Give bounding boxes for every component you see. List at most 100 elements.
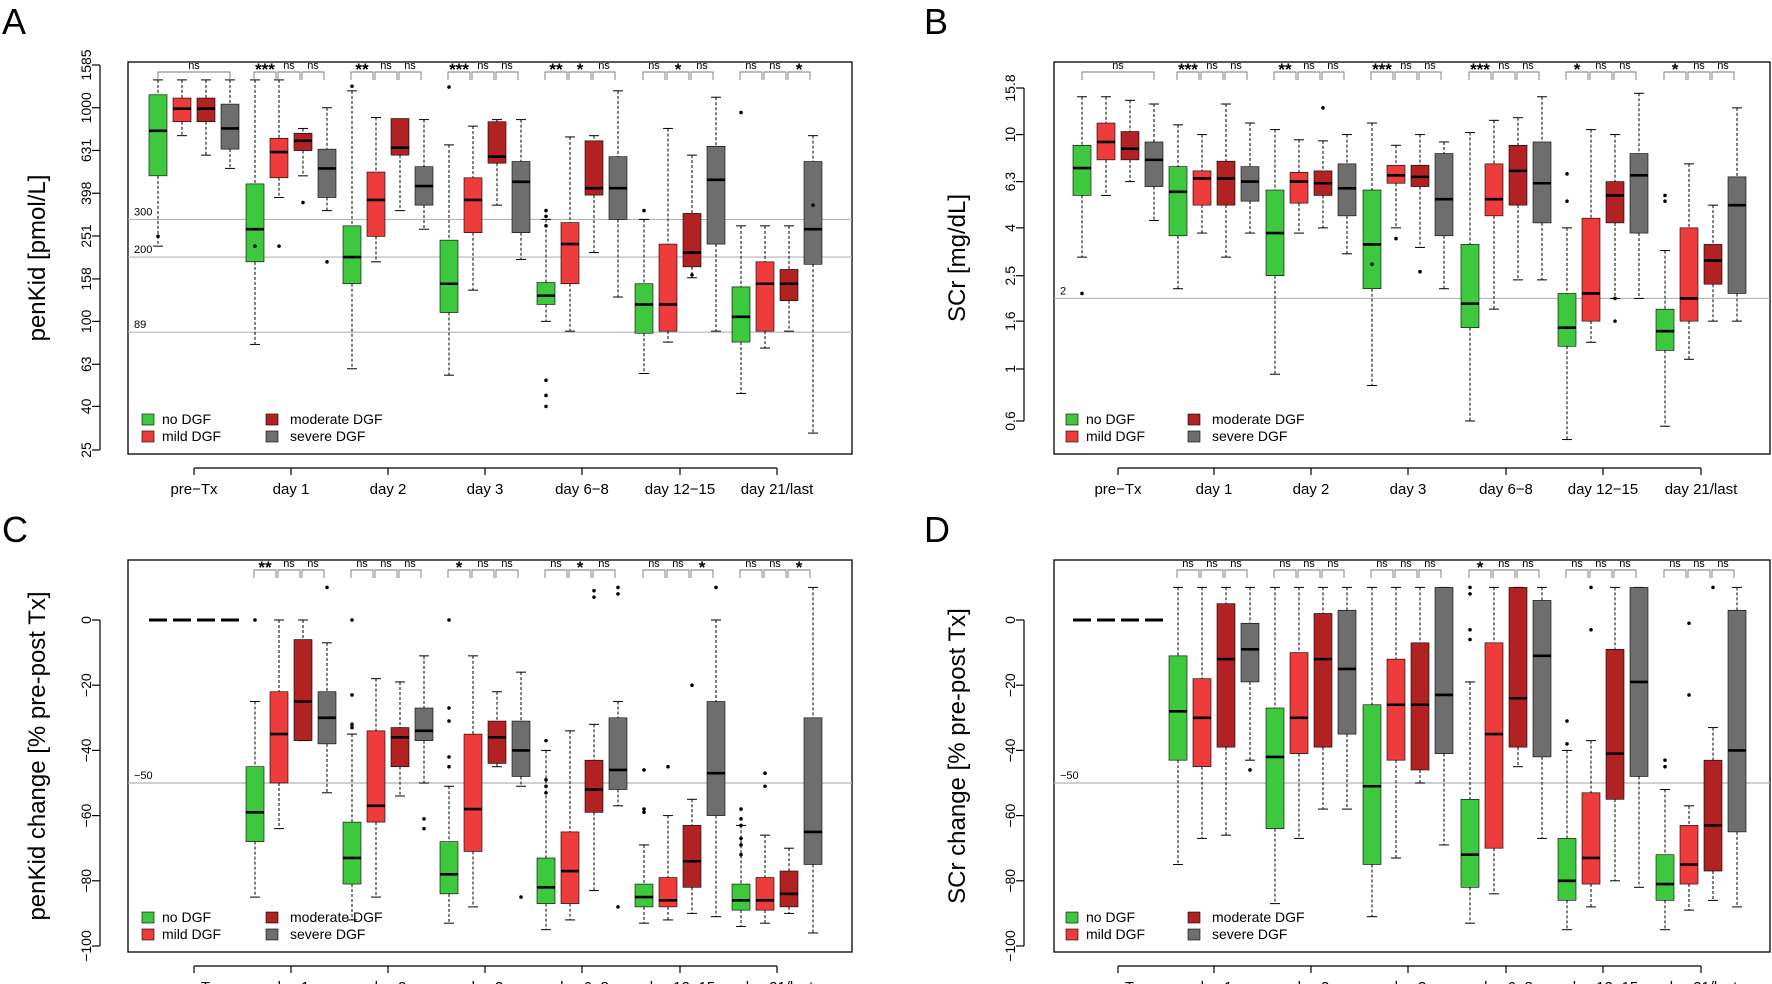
box-outlier-c <box>544 784 548 789</box>
box-d <box>1434 587 1454 754</box>
box-b <box>1144 141 1164 187</box>
significance-bracket-a <box>568 71 592 80</box>
x-tick-label-d: day 2 <box>1293 979 1330 984</box>
x-tick-label-b: day 6−8 <box>1479 481 1533 498</box>
box-a <box>390 118 410 156</box>
legend-label-moderate-dgf: moderate DGF <box>1212 411 1305 427</box>
box-c <box>706 701 726 816</box>
box-outlier-d <box>1468 627 1472 632</box>
box-c <box>366 730 386 823</box>
box-outlier-c <box>592 595 596 599</box>
box-outlier-c <box>739 836 743 841</box>
significance-label-d: ns <box>1522 558 1534 570</box>
significance-bracket-c <box>544 569 568 578</box>
significance-bracket-b <box>1224 71 1248 80</box>
legend-label-no-dgf: no DGF <box>162 411 211 427</box>
significance-label-a: * <box>796 60 803 79</box>
box-outlier-b <box>1663 193 1667 198</box>
box-outlier-b <box>1663 199 1667 203</box>
significance-bracket-a <box>157 71 231 80</box>
significance-label-c: ns <box>501 558 513 570</box>
box-a <box>634 283 654 334</box>
panel-letter-a: A <box>2 1 26 42</box>
legend-swatch-no-dgf <box>1065 413 1079 426</box>
significance-bracket-a <box>787 71 811 80</box>
significance-bracket-d <box>1224 569 1248 578</box>
x-tick-label-b: day 12−15 <box>1568 481 1638 498</box>
significance-bracket-c <box>763 569 787 578</box>
y-tick-label-c: −60 <box>78 804 94 828</box>
box-c <box>779 870 799 908</box>
box-b <box>1703 244 1723 285</box>
significance-bracket-d <box>1297 569 1321 578</box>
significance-label-a: ns <box>283 60 295 72</box>
box-outlier-c <box>253 618 257 622</box>
box-a <box>584 140 604 196</box>
significance-label-c: ns <box>598 558 610 570</box>
significance-label-d: ns <box>1376 558 1388 570</box>
legend-label-no-dgf: no DGF <box>1086 411 1135 427</box>
box-a <box>706 145 726 245</box>
box-d <box>1581 792 1601 885</box>
box-a <box>487 121 507 164</box>
box-outlier-a <box>642 208 646 213</box>
significance-bracket-c <box>277 569 301 578</box>
legend-swatch-mild-dgf <box>141 430 155 443</box>
significance-label-c: * <box>456 558 463 577</box>
significance-bracket-d <box>1613 569 1637 578</box>
significance-label-b: ns <box>1424 60 1436 72</box>
significance-bracket-b <box>1492 71 1516 80</box>
box-outlier-c <box>739 817 743 821</box>
significance-label-c: ns <box>550 558 562 570</box>
significance-bracket-c <box>592 569 616 578</box>
significance-bracket-b <box>1370 71 1394 80</box>
reference-line-label-b: 2 <box>1060 285 1066 297</box>
x-tick-label-d: day 12−15 <box>1568 979 1638 984</box>
box-outlier-c <box>690 683 694 687</box>
box-d <box>1557 838 1577 901</box>
box-outlier-d <box>1468 637 1472 642</box>
significance-bracket-b <box>1273 71 1297 80</box>
significance-label-b: ns <box>1498 60 1510 72</box>
significance-bracket-a <box>763 71 787 80</box>
significance-bracket-d <box>1200 569 1224 578</box>
box-a <box>269 137 289 179</box>
box-outlier-d <box>1468 592 1472 596</box>
significance-bracket-a <box>398 71 422 80</box>
significance-label-a: ns <box>380 60 392 72</box>
box-outlier-b <box>1613 296 1617 301</box>
box-outlier-b <box>1418 269 1422 274</box>
box-a <box>779 269 799 301</box>
significance-label-b: ns <box>1400 60 1412 72</box>
box-d <box>1679 825 1699 885</box>
significance-bracket-a <box>301 71 325 80</box>
x-tick-label-c: day 21/last <box>741 979 814 984</box>
box-b <box>1362 189 1382 290</box>
box-d <box>1362 704 1382 865</box>
significance-bracket-d <box>1687 569 1711 578</box>
legend-label-mild-dgf: mild DGF <box>1086 926 1145 942</box>
y-tick-label-d: −80 <box>1002 869 1018 893</box>
significance-label-a: ns <box>769 60 781 72</box>
significance-bracket-d <box>1176 569 1200 578</box>
significance-label-a: ns <box>598 60 610 72</box>
significance-bracket-b <box>1565 71 1589 80</box>
box-outlier-c <box>739 852 743 857</box>
box-outlier-c <box>739 807 743 811</box>
significance-label-a: * <box>577 60 584 79</box>
x-tick-label-d: day 1 <box>1196 979 1233 984</box>
box-d <box>1337 609 1357 735</box>
significance-label-c: ns <box>745 558 757 570</box>
box-outlier-b <box>1080 291 1084 296</box>
panel-letter-b: B <box>924 1 948 42</box>
box-d <box>1532 600 1552 758</box>
x-tick-label-a: day 1 <box>273 481 310 498</box>
significance-label-d: ns <box>1693 558 1705 570</box>
y-tick-label-a: 63 <box>78 356 94 372</box>
y-tick-label-c: −40 <box>78 738 94 762</box>
box-a <box>317 148 337 198</box>
box-c <box>390 727 410 768</box>
box-outlier-d <box>1663 764 1667 769</box>
box-outlier-b <box>1370 262 1374 266</box>
